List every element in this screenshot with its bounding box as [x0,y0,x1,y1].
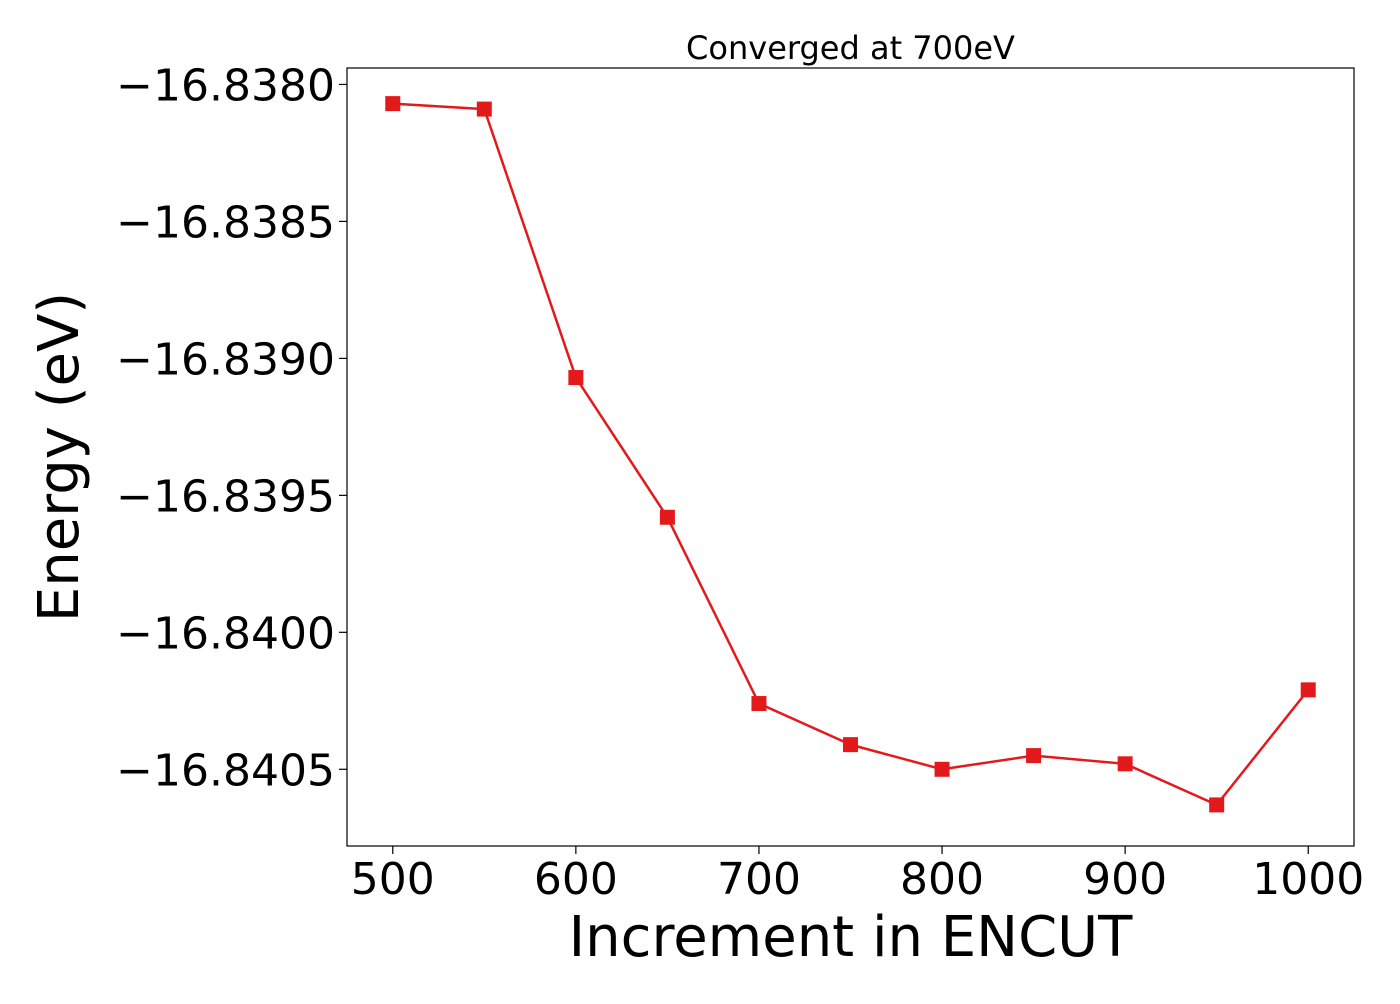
x-axis-title: Increment in ENCUT [569,905,1134,970]
x-tick-label: 900 [1083,854,1167,905]
data-point-marker [1209,797,1225,813]
data-point-marker [1300,682,1316,698]
data-point-marker [659,509,675,525]
data-point-marker [1026,748,1042,764]
x-tick-label: 600 [534,854,618,905]
y-tick-label: −16.8390 [116,334,335,385]
chart-title: Converged at 700eV [686,29,1015,67]
y-tick-label: −16.8405 [116,745,335,796]
x-tick-label: 700 [717,854,801,905]
series-line [392,102,1310,807]
ticks-layer: 500 600 700 800 900 1000 −16.8405 −16.8400 −16.8… [116,60,1364,905]
data-point-marker [751,696,767,712]
data-point-marker [843,737,858,753]
y-tick-label: −16.8380 [116,60,335,111]
data-point-marker [934,761,950,777]
y-tick-label: −16.8395 [116,471,335,522]
plot-area-frame [346,67,1355,847]
data-point-marker [568,370,584,386]
x-tick-label: 1000 [1252,854,1364,905]
data-point-marker [1117,756,1133,772]
y-tick-label: −16.8400 [116,608,335,659]
data-point-marker [385,96,401,112]
series-layer [385,96,1316,813]
x-tick-label: 800 [900,854,984,905]
data-point-marker [476,101,492,117]
y-axis-title: Energy (eV) [27,292,92,622]
x-tick-label: 500 [351,854,435,905]
y-tick-label: −16.8385 [116,197,335,248]
